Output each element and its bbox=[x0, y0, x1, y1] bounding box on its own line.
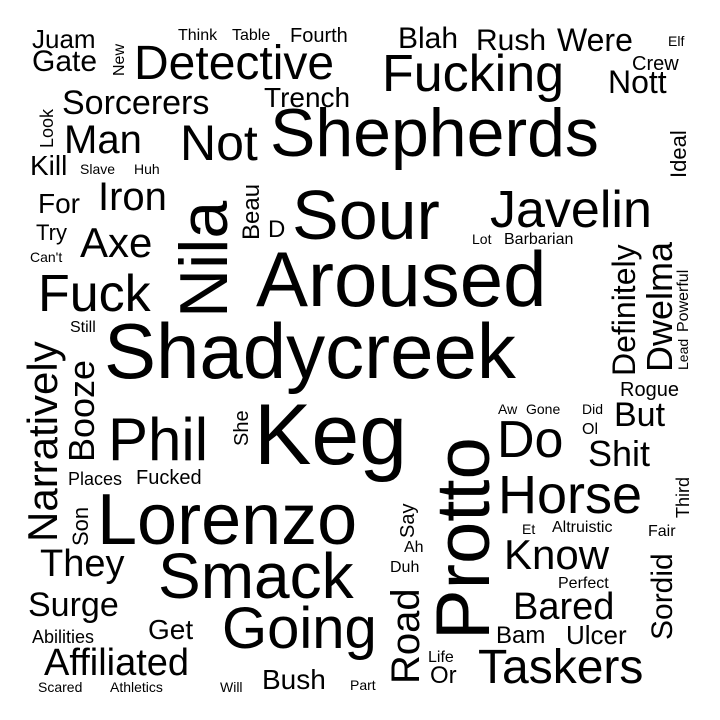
word-abilities: Abilities bbox=[32, 627, 95, 647]
word-axe: Axe bbox=[80, 219, 153, 266]
word-nott: Nott bbox=[608, 64, 667, 100]
word-javelin: Javelin bbox=[490, 181, 652, 239]
word-altruistic: Altruistic bbox=[552, 519, 613, 536]
word-not: Not bbox=[180, 115, 258, 171]
word-powerful: Powerful bbox=[675, 269, 692, 332]
word-lot: Lot bbox=[472, 231, 492, 247]
word-part: Part bbox=[350, 677, 376, 693]
word-crew: Crew bbox=[632, 53, 679, 75]
word-fair: Fair bbox=[648, 523, 676, 540]
word-man: Man bbox=[64, 118, 142, 162]
word-ol: Ol bbox=[582, 421, 598, 438]
word-new: New bbox=[111, 43, 128, 76]
word-phil: Phil bbox=[108, 406, 209, 473]
word-she: She bbox=[231, 410, 253, 446]
word-definitely: Definitely bbox=[606, 244, 642, 376]
word-lorenzo: Lorenzo bbox=[97, 480, 358, 560]
word-ideal: Ideal bbox=[666, 130, 691, 178]
word-think: Think bbox=[178, 27, 218, 44]
word-booze: Booze bbox=[61, 359, 102, 462]
word-but: But bbox=[614, 396, 666, 434]
word-say: Say bbox=[397, 503, 419, 538]
word-try: Try bbox=[36, 220, 67, 245]
word-still: Still bbox=[70, 319, 96, 336]
word-look: Look bbox=[37, 108, 57, 148]
word-shit: Shit bbox=[588, 433, 651, 474]
word-et: Et bbox=[522, 521, 536, 537]
word-barbarian: Barbarian bbox=[504, 231, 574, 248]
word-nila: Nila bbox=[166, 200, 242, 318]
word-beau: Beau bbox=[238, 183, 265, 240]
word-dwelma: Dwelma bbox=[639, 241, 680, 372]
word-ulcer: Ulcer bbox=[566, 620, 627, 650]
word-duh: Duh bbox=[390, 559, 420, 576]
word-lead: Lead bbox=[675, 338, 691, 370]
word-for: For bbox=[38, 188, 80, 219]
word-son: Son bbox=[68, 506, 93, 546]
word-gate: Gate bbox=[32, 45, 98, 78]
word-do: Do bbox=[497, 411, 564, 469]
word-taskers: Taskers bbox=[478, 641, 644, 694]
word-d: D bbox=[268, 216, 286, 243]
word-get: Get bbox=[148, 614, 194, 645]
word-kill: Kill bbox=[30, 150, 68, 181]
word-smack: Smack bbox=[158, 540, 354, 612]
word-rush: Rush bbox=[476, 24, 547, 57]
word-bared: Bared bbox=[513, 586, 615, 628]
word-slave: Slave bbox=[80, 161, 116, 177]
word-fucking: Fucking bbox=[382, 45, 565, 103]
word-bush: Bush bbox=[262, 664, 326, 695]
word-trench: Trench bbox=[264, 82, 351, 113]
word-know: Know bbox=[504, 531, 610, 578]
word-sour: Sour bbox=[292, 176, 440, 254]
word-gone: Gone bbox=[526, 401, 561, 417]
word-juam: Juam bbox=[32, 24, 96, 54]
word-or: Or bbox=[430, 662, 457, 689]
word-places: Places bbox=[68, 469, 123, 489]
word-sorcerers: Sorcerers bbox=[62, 84, 210, 122]
word-ah: Ah bbox=[404, 539, 424, 556]
word-elf: Elf bbox=[668, 33, 685, 49]
word-going: Going bbox=[222, 596, 377, 661]
word-fuck: Fuck bbox=[38, 265, 151, 323]
word-shadycreek: Shadycreek bbox=[104, 307, 516, 395]
word-will: Will bbox=[220, 679, 243, 695]
word-bam: Bam bbox=[496, 622, 546, 649]
word-road: Road bbox=[384, 588, 428, 684]
word-aw: Aw bbox=[498, 401, 518, 417]
word-athletics: Athletics bbox=[110, 679, 163, 695]
word-sordid: Sordid bbox=[646, 553, 679, 640]
word-cant: Can't bbox=[30, 249, 63, 265]
word-were: Were bbox=[557, 22, 633, 58]
word-table: Table bbox=[232, 27, 271, 44]
word-narratively: Narratively bbox=[19, 341, 66, 542]
word-huh: Huh bbox=[134, 161, 160, 177]
word-shepherds: Shepherds bbox=[270, 95, 599, 171]
word-perfect: Perfect bbox=[558, 575, 609, 592]
word-life: Life bbox=[428, 649, 454, 666]
word-rogue: Rogue bbox=[620, 379, 679, 401]
word-scared: Scared bbox=[38, 679, 83, 695]
word-aroused: Aroused bbox=[256, 235, 547, 323]
word-detective: Detective bbox=[134, 37, 335, 90]
word-horse: Horse bbox=[498, 465, 643, 525]
word-keg: Keg bbox=[254, 387, 408, 483]
word-blah: Blah bbox=[398, 22, 459, 55]
word-affiliated: Affiliated bbox=[44, 642, 190, 684]
word-they: They bbox=[40, 543, 125, 585]
word-did: Did bbox=[582, 401, 604, 417]
word-surge: Surge bbox=[28, 586, 119, 624]
word-protto: Protto bbox=[421, 437, 506, 640]
word-iron: Iron bbox=[98, 175, 167, 219]
word-fucked: Fucked bbox=[136, 467, 202, 489]
word-fourth: Fourth bbox=[290, 25, 348, 47]
word-third: Third bbox=[673, 476, 693, 518]
